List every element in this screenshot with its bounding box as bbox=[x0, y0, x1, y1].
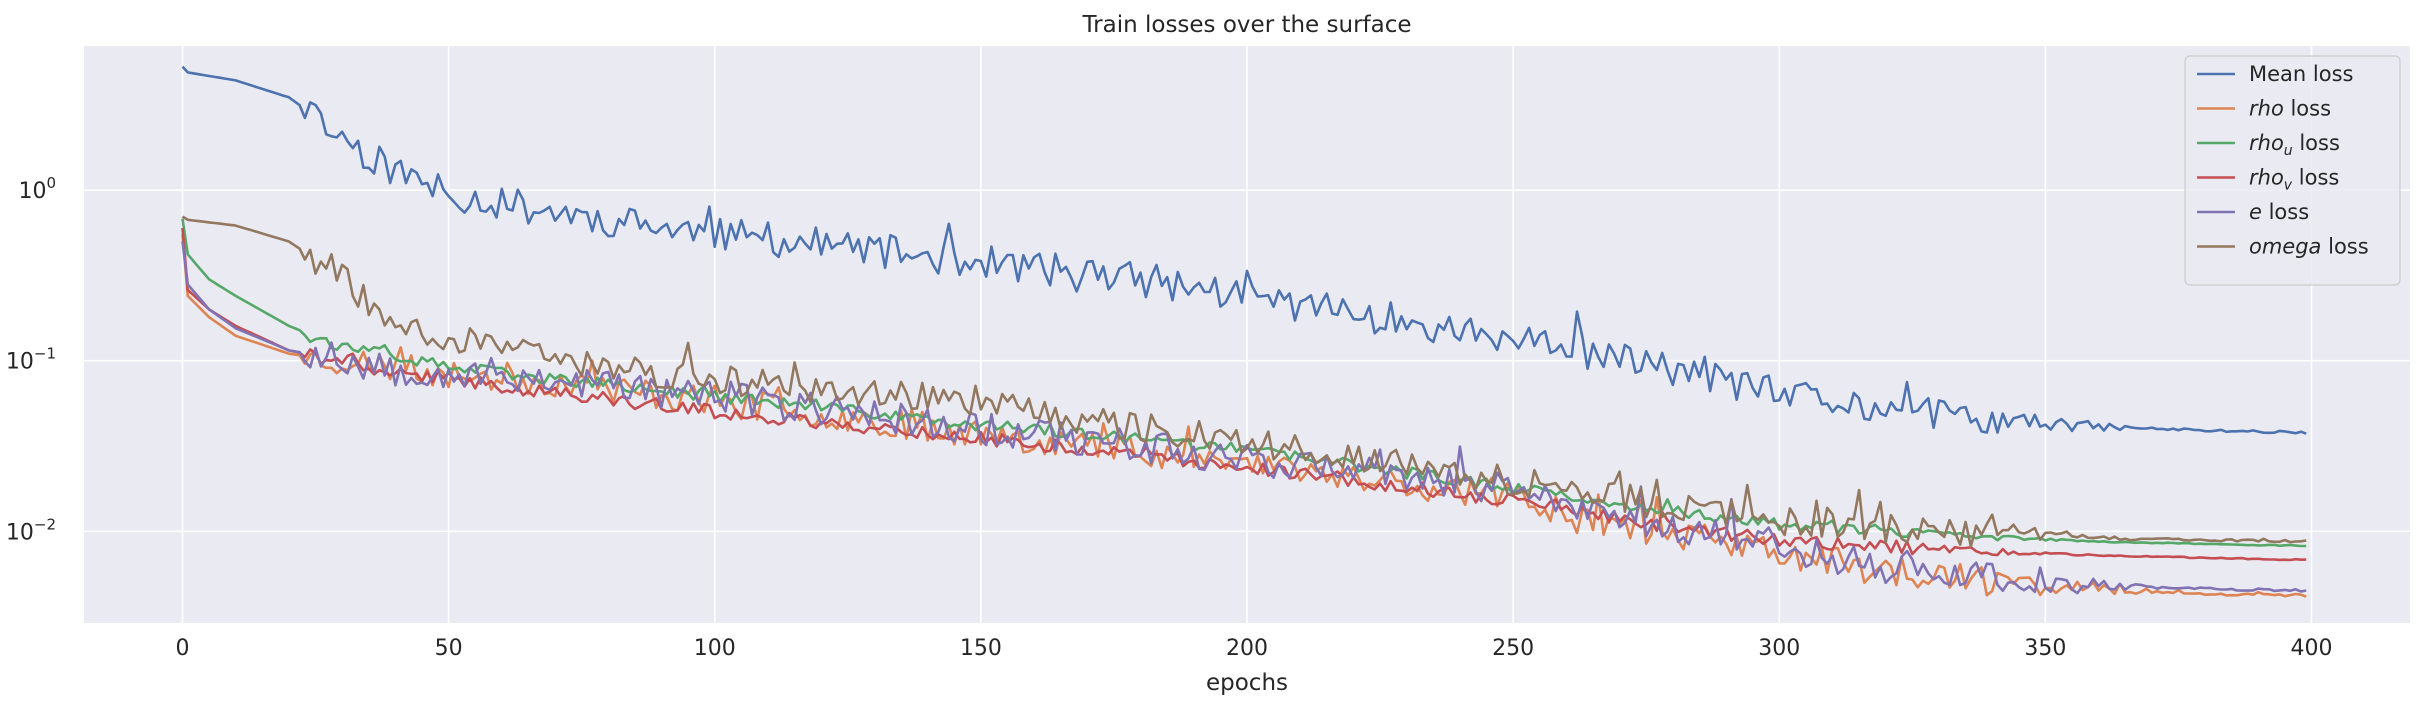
x-axis-label: epochs bbox=[1206, 670, 1288, 696]
legend-entry: rhou loss bbox=[2249, 131, 2340, 159]
x-tick-label: 350 bbox=[2024, 636, 2066, 661]
x-tick-label: 50 bbox=[435, 636, 463, 661]
x-tick-label: 300 bbox=[1758, 636, 1800, 661]
series-line-mean-loss bbox=[181, 65, 2307, 435]
x-tick-label: 250 bbox=[1492, 636, 1534, 661]
chart-title: Train losses over the surface bbox=[1081, 12, 1411, 38]
series-line-omega-loss bbox=[181, 215, 2307, 548]
y-tick-label: 100 bbox=[18, 174, 56, 204]
legend: Mean loss rho loss rhou loss rhov loss e los… bbox=[2184, 55, 2401, 286]
x-tick-label: 200 bbox=[1226, 636, 1268, 661]
y-tick-label: 10−1 bbox=[6, 345, 56, 375]
legend-entry: omega loss bbox=[2249, 235, 2369, 259]
x-tick-label: 100 bbox=[694, 636, 736, 661]
legend-entry: rhov loss bbox=[2249, 166, 2339, 194]
x-tick-label: 150 bbox=[960, 636, 1002, 661]
series-line-rho-v-loss bbox=[181, 227, 2307, 562]
legend-entry: e loss bbox=[2249, 200, 2309, 224]
series-lines bbox=[181, 65, 2307, 598]
legend-entry: Mean loss bbox=[2249, 62, 2353, 86]
legend-entry: rho loss bbox=[2249, 97, 2331, 121]
y-ticks: 100 10−1 10−2 bbox=[6, 174, 56, 545]
legend-box bbox=[2184, 55, 2401, 286]
x-tick-label: 0 bbox=[175, 636, 189, 661]
series-line-e-loss bbox=[181, 241, 2307, 595]
y-tick-label: 10−2 bbox=[6, 515, 56, 545]
x-ticks: 0 50 100 150 200 250 300 350 400 bbox=[175, 636, 2332, 661]
x-tick-label: 400 bbox=[2291, 636, 2333, 661]
